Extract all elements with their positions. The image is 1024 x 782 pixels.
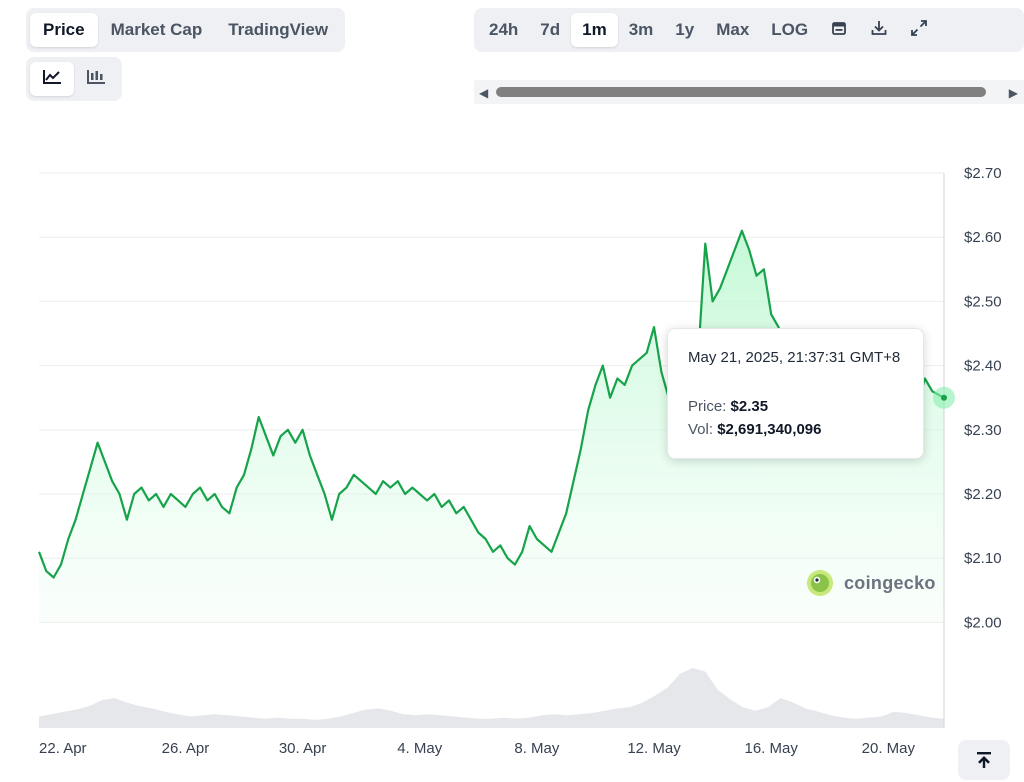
coingecko-watermark: coingecko <box>806 569 936 597</box>
x-axis-labels: 22. Apr 26. Apr 30. Apr 4. May 8. May 12. May… <box>39 740 916 757</box>
y-tick-label: $2.10 <box>964 550 1002 567</box>
download-icon <box>870 19 888 42</box>
fullscreen-button[interactable] <box>899 13 939 47</box>
tooltip-price-value: $2.35 <box>730 398 769 415</box>
tooltip-price-row: Price: $2.35 <box>688 398 923 415</box>
x-tick-label: 26. Apr <box>162 740 210 757</box>
range-1y-button[interactable]: 1y <box>675 20 695 39</box>
range-1m-button[interactable]: 1m <box>571 13 618 47</box>
range-3m-button[interactable]: 3m <box>628 20 654 39</box>
tooltip-price-label: Price: <box>688 398 727 415</box>
scroll-left-icon[interactable]: ◀ <box>479 86 489 100</box>
range-7d-button[interactable]: 7d <box>540 20 561 39</box>
y-tick-label: $2.60 <box>964 229 1002 246</box>
line-chart-icon <box>42 69 62 90</box>
y-tick-label: $2.30 <box>964 422 1002 439</box>
x-tick-label: 30. Apr <box>279 740 327 757</box>
tooltip-vol-label: Vol: <box>688 421 714 438</box>
watermark-text: coingecko <box>844 572 936 593</box>
chart-tabs: Price Market Cap TradingView <box>26 8 346 52</box>
x-tick-label: 8. May <box>514 740 560 757</box>
range-24h-button[interactable]: 24h <box>489 20 519 39</box>
time-range-toolbar: 24h 7d 1m 3m 1y Max LOG <box>474 8 1024 52</box>
tab-market-cap[interactable]: Market Cap <box>110 20 203 39</box>
calendar-icon <box>831 20 847 41</box>
arrow-to-top-icon <box>977 752 991 768</box>
scrollbar-thumb[interactable] <box>496 87 986 97</box>
candlestick-chart-button[interactable] <box>74 62 118 96</box>
hover-tooltip: May 21, 2025, 21:37:31 GMT+8 Price: $2.3… <box>667 328 924 459</box>
tab-tradingview[interactable]: TradingView <box>228 20 329 39</box>
chart-type-switcher <box>26 57 122 101</box>
tab-price[interactable]: Price <box>30 13 98 47</box>
x-tick-label: 12. May <box>627 740 681 757</box>
line-chart-button[interactable] <box>30 62 74 96</box>
tooltip-vol-value: $2,691,340,096 <box>717 421 822 438</box>
y-tick-label: $2.70 <box>964 165 1002 182</box>
tooltip-date: May 21, 2025, 21:37:31 GMT+8 <box>688 349 901 366</box>
y-tick-label: $2.00 <box>964 614 1002 631</box>
y-tick-label: $2.20 <box>964 486 1002 503</box>
tooltip-vol-row: Vol: $2,691,340,096 <box>688 421 923 438</box>
y-tick-label: $2.40 <box>964 358 1002 375</box>
hover-crosshair <box>933 173 955 728</box>
download-button[interactable] <box>859 13 899 47</box>
hover-marker-point <box>941 394 947 401</box>
x-tick-label: 20. May <box>862 740 916 757</box>
back-to-top-button[interactable] <box>958 740 1010 780</box>
volume-area-shape <box>39 668 944 728</box>
y-axis-labels: $2.70 $2.60 $2.50 $2.40 $2.30 $2.20 $2.10 $2.00 <box>964 165 1002 631</box>
range-max-button[interactable]: Max <box>716 20 750 39</box>
x-tick-label: 4. May <box>397 740 443 757</box>
scroll-right-icon[interactable]: ▶ <box>1008 86 1018 100</box>
volume-area <box>39 668 944 728</box>
candlestick-chart-icon <box>86 69 106 90</box>
x-tick-label: 22. Apr <box>39 740 87 757</box>
calendar-button[interactable] <box>819 13 859 47</box>
coingecko-logo-icon <box>807 570 833 596</box>
range-log-button[interactable]: LOG <box>771 20 809 39</box>
range-navigator-scrollbar[interactable]: ◀ ▶ <box>474 80 1024 104</box>
x-tick-label: 16. May <box>745 740 799 757</box>
fullscreen-icon <box>910 19 928 42</box>
y-tick-label: $2.50 <box>964 293 1002 310</box>
